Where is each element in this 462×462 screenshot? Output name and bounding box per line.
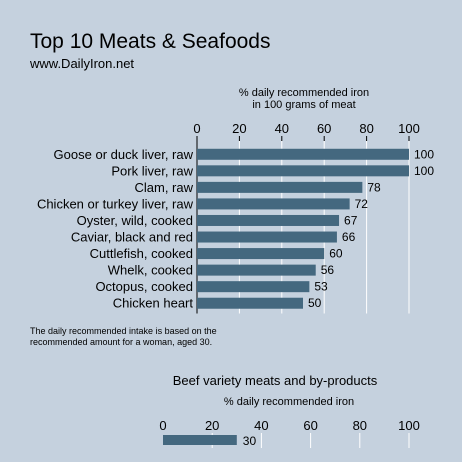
main-value-label: 72 bbox=[355, 197, 369, 211]
main-category-label: Chicken or turkey liver, raw bbox=[37, 196, 194, 211]
beef-x-tick-label: 100 bbox=[398, 418, 420, 433]
beef-axis-caption: % daily recommended iron bbox=[224, 396, 354, 408]
main-category-label: Oyster, wild, cooked bbox=[77, 213, 193, 228]
main-category-label: Pork liver, raw bbox=[111, 163, 193, 178]
main-bar bbox=[197, 198, 350, 210]
main-category-label: Chicken heart bbox=[113, 296, 194, 311]
main-x-tick-label: 60 bbox=[317, 121, 331, 136]
beef-bar-chart: Beef variety meats and by-products % dai… bbox=[159, 373, 420, 448]
main-value-label: 66 bbox=[342, 230, 356, 244]
beef-x-tick-label: 20 bbox=[205, 418, 219, 433]
main-value-label: 100 bbox=[414, 164, 434, 178]
main-value-label: 53 bbox=[314, 280, 328, 294]
footnote-line-2: recommended amount for a woman, aged 30. bbox=[30, 337, 212, 347]
main-bar-chart: % daily recommended iron in 100 grams of… bbox=[37, 87, 434, 314]
main-x-tick-label: 0 bbox=[193, 121, 200, 136]
main-value-label: 56 bbox=[321, 263, 335, 277]
main-category-label: Caviar, black and red bbox=[71, 230, 193, 245]
main-bar bbox=[197, 148, 409, 160]
main-axis-caption-line-2: in 100 grams of meat bbox=[252, 99, 355, 111]
main-bar bbox=[197, 297, 303, 309]
footnote-line-1: The daily recommended intake is based on… bbox=[30, 326, 217, 336]
main-value-label: 50 bbox=[308, 296, 322, 310]
main-category-label: Clam, raw bbox=[134, 180, 193, 195]
main-value-label: 67 bbox=[344, 213, 358, 227]
main-bar bbox=[197, 214, 340, 226]
main-bar bbox=[197, 264, 316, 276]
main-value-label: 100 bbox=[414, 147, 434, 161]
main-bar bbox=[197, 165, 409, 177]
main-category-label: Cuttlefish, cooked bbox=[90, 246, 193, 261]
beef-value-label: 30 bbox=[243, 434, 257, 448]
main-x-tick-label: 100 bbox=[398, 121, 420, 136]
beef-x-tick-label: 80 bbox=[353, 418, 367, 433]
main-x-tick-label: 20 bbox=[232, 121, 246, 136]
main-value-label: 78 bbox=[367, 180, 381, 194]
main-category-label: Whelk, cooked bbox=[108, 263, 193, 278]
main-bar bbox=[197, 231, 337, 243]
beef-chart-title: Beef variety meats and by-products bbox=[173, 373, 378, 388]
main-category-label: Octopus, cooked bbox=[95, 279, 193, 294]
beef-x-tick-label: 0 bbox=[159, 418, 166, 433]
beef-x-tick-label: 40 bbox=[254, 418, 268, 433]
beef-x-tick-label: 60 bbox=[303, 418, 317, 433]
main-value-label: 60 bbox=[329, 247, 343, 261]
main-x-tick-label: 80 bbox=[359, 121, 373, 136]
main-axis-caption-line-1: % daily recommended iron bbox=[239, 87, 369, 99]
chart-title: Top 10 Meats & Seafoods bbox=[30, 30, 271, 53]
chart-subtitle: www.DailyIron.net bbox=[29, 56, 134, 71]
beef-bar bbox=[163, 435, 237, 445]
main-bar bbox=[197, 281, 310, 293]
main-bar bbox=[197, 248, 325, 260]
main-x-tick-label: 40 bbox=[275, 121, 289, 136]
main-bar bbox=[197, 181, 363, 193]
main-category-label: Goose or duck liver, raw bbox=[54, 147, 194, 162]
